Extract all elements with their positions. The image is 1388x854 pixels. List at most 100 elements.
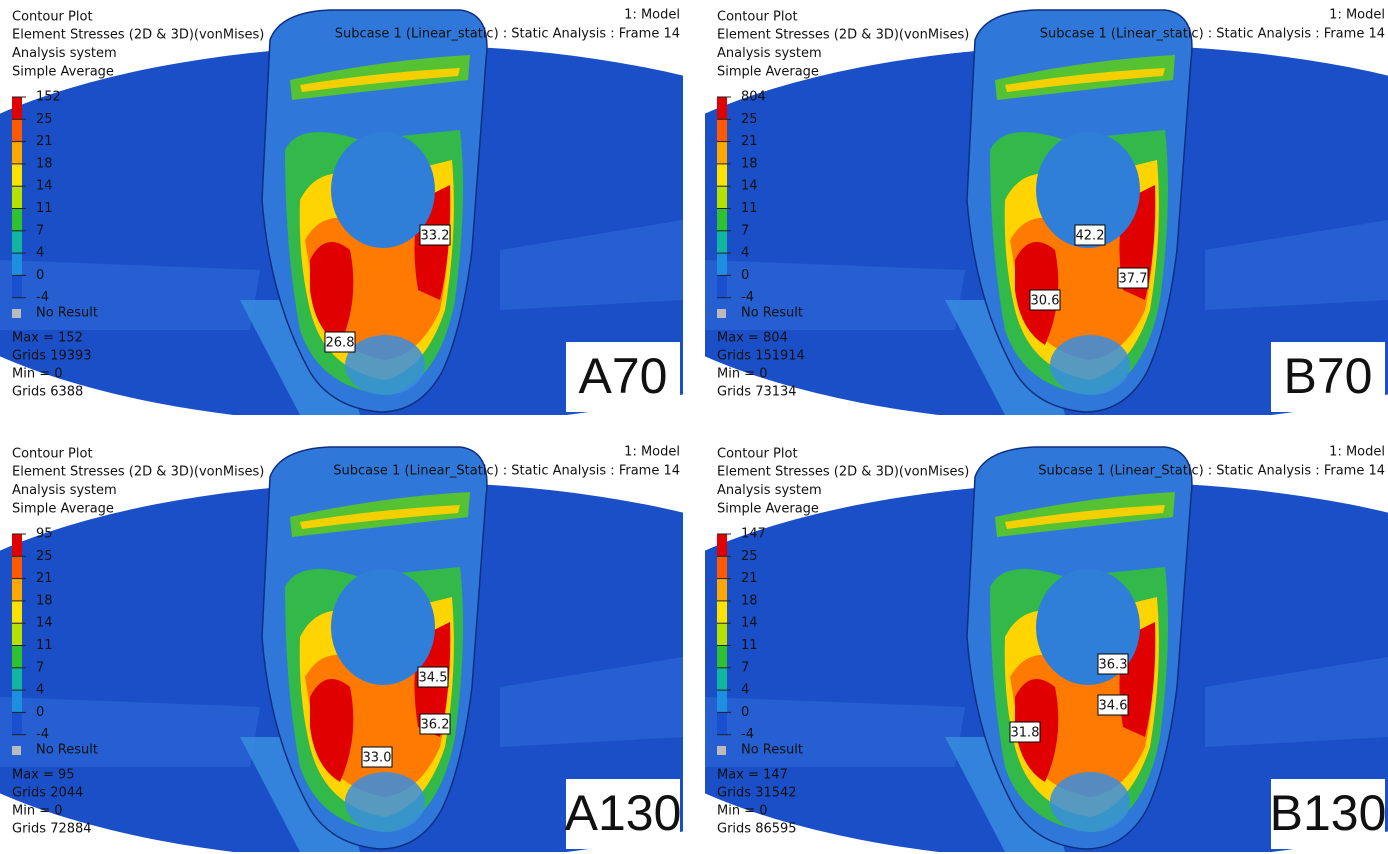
legend-label: 25 — [36, 112, 53, 127]
annotation-value: 33.2 — [421, 229, 450, 244]
model-info: Min = 0 — [717, 367, 768, 382]
legend-label: 95 — [36, 527, 53, 542]
no-result-box — [12, 746, 21, 755]
model-info: Grids 2044 — [12, 786, 83, 801]
legend-label: 4 — [741, 246, 749, 261]
legend-swatch — [12, 231, 22, 253]
plot-subtitle: Analysis system — [717, 46, 822, 61]
legend-label: -4 — [741, 727, 754, 742]
plot-title: Contour Plot — [12, 447, 93, 462]
annotation-value: 42.2 — [1076, 229, 1105, 244]
plot-subtitle: Simple Average — [12, 502, 114, 517]
legend-swatch — [717, 668, 727, 690]
model-label: 1: Model — [1329, 445, 1385, 460]
legend-label: 14 — [741, 616, 758, 631]
root-tip — [1050, 772, 1130, 832]
legend-swatch — [12, 623, 22, 645]
plot-subtitle: Analysis system — [717, 483, 822, 498]
annotation-value: 36.2 — [421, 718, 450, 733]
legend-swatch — [12, 119, 22, 141]
legend-label: 21 — [741, 571, 758, 586]
legend-swatch — [717, 712, 727, 734]
legend-label: 0 — [741, 705, 749, 720]
legend-label: 21 — [36, 571, 53, 586]
legend-swatch — [12, 601, 22, 623]
legend-label: 7 — [741, 223, 749, 238]
plot-subtitle: Analysis system — [12, 46, 117, 61]
no-result-label: No Result — [36, 743, 98, 758]
root-tip — [1050, 335, 1130, 395]
legend-label: 21 — [36, 134, 53, 149]
legend-swatch — [717, 231, 727, 253]
no-result-box — [12, 309, 21, 318]
plot-subtitle: Simple Average — [717, 65, 819, 80]
annotation-value: 36.3 — [1099, 658, 1128, 673]
plot-subtitle: Analysis system — [12, 483, 117, 498]
legend-label: 14 — [741, 179, 758, 194]
model-info: Max = 152 — [12, 331, 83, 346]
legend-label: 25 — [741, 112, 758, 127]
legend-swatch — [12, 712, 22, 734]
subcase-label: Subcase 1 (Linear_static) : Static Analy… — [1040, 27, 1385, 42]
model-info: Max = 95 — [12, 768, 75, 783]
legend-swatch — [717, 209, 727, 231]
model-info: Grids 6388 — [12, 385, 83, 400]
annotation-value: 30.6 — [1031, 294, 1060, 309]
no-result-label: No Result — [36, 306, 98, 321]
legend-label: 0 — [36, 268, 44, 283]
plot-subtitle: Simple Average — [12, 65, 114, 80]
model-info: Grids 72884 — [12, 822, 92, 837]
subcase-label: Subcase 1 (Linear_Static) : Static Analy… — [333, 464, 680, 479]
legend-swatch — [12, 556, 22, 578]
no-result-box — [717, 309, 726, 318]
legend-swatch — [717, 579, 727, 601]
annotation-value: 34.5 — [419, 671, 448, 686]
legend-swatch — [12, 534, 22, 556]
model-label: 1: Model — [1329, 8, 1385, 23]
model-label: 1: Model — [624, 445, 680, 460]
figure: Contour Plot Element Stresses (2D & 3D)(v… — [0, 0, 1388, 854]
model-label: 1: Model — [624, 8, 680, 23]
model-view — [585, 447, 1388, 854]
legend-swatch — [717, 164, 727, 186]
legend-swatch — [12, 646, 22, 668]
model-info: Grids 31542 — [717, 786, 797, 801]
legend-swatch — [12, 142, 22, 164]
legend-swatch — [717, 601, 727, 623]
subcase-label: Subcase 1 (Linear_static) : Static Analy… — [335, 27, 680, 42]
legend-label: 11 — [36, 201, 53, 216]
panel-label: B70 — [1284, 348, 1373, 404]
legend-swatch — [717, 275, 727, 297]
model-info: Max = 147 — [717, 768, 788, 783]
legend-label: 4 — [36, 683, 44, 698]
legend-label: 147 — [741, 527, 766, 542]
legend-label: 25 — [36, 549, 53, 564]
plot-subtitle: Element Stresses (2D & 3D)(vonMises) — [717, 465, 969, 480]
legend-swatch — [717, 556, 727, 578]
no-result-label: No Result — [741, 306, 803, 321]
model-info: Grids 86595 — [717, 822, 797, 837]
legend-swatch — [717, 97, 727, 119]
legend-swatch — [12, 209, 22, 231]
root-tip — [345, 335, 425, 395]
legend-label: -4 — [36, 290, 49, 305]
legend-label: 21 — [741, 134, 758, 149]
legend-swatch — [717, 119, 727, 141]
legend-label: 18 — [741, 156, 758, 171]
legend-swatch — [717, 646, 727, 668]
model-info: Max = 804 — [717, 331, 788, 346]
model-info: Grids 19393 — [12, 349, 92, 364]
annotation-value: 31.8 — [1011, 726, 1040, 741]
legend-swatch — [717, 253, 727, 275]
legend-swatch — [717, 142, 727, 164]
legend-label: 4 — [741, 683, 749, 698]
legend-swatch — [12, 164, 22, 186]
no-result-label: No Result — [741, 743, 803, 758]
panel: Contour PlotElement Stresses (2D & 3D)(v… — [585, 445, 1388, 854]
legend-label: 804 — [741, 90, 766, 105]
legend-swatch — [717, 186, 727, 208]
annotation-value: 34.6 — [1099, 699, 1128, 714]
legend-swatch — [717, 623, 727, 645]
legend-label: 14 — [36, 179, 53, 194]
